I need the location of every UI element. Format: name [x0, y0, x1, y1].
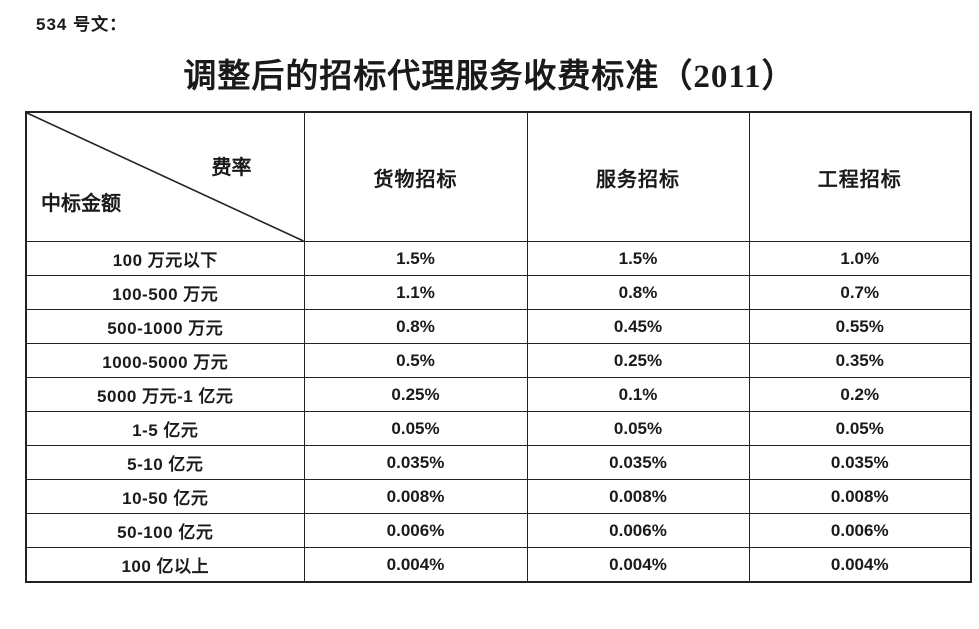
- header-row: 费率 中标金额 货物招标 服务招标 工程招标: [25, 111, 972, 242]
- corner-label-bid-amount: 中标金额: [41, 193, 121, 215]
- rate-cell: 0.7%: [748, 275, 972, 310]
- rate-cell: 0.25%: [526, 343, 750, 378]
- rate-cell: 1.0%: [748, 241, 972, 276]
- rate-cell: 0.05%: [748, 411, 972, 446]
- column-header-goods: 货物招标: [303, 111, 528, 242]
- row-label: 5-10 亿元: [25, 445, 305, 480]
- rate-cell: 0.8%: [526, 275, 750, 310]
- table-row: 5-10 亿元 0.035% 0.035% 0.035%: [25, 445, 972, 480]
- rate-cell: 0.006%: [303, 513, 528, 548]
- table-row: 500-1000 万元 0.8% 0.45% 0.55%: [25, 309, 972, 344]
- row-label: 1-5 亿元: [25, 411, 305, 446]
- rate-cell: 0.2%: [748, 377, 972, 412]
- rate-cell: 0.45%: [526, 309, 750, 344]
- table-row: 1000-5000 万元 0.5% 0.25% 0.35%: [25, 343, 972, 378]
- rate-cell: 0.006%: [748, 513, 972, 548]
- table-row: 5000 万元-1 亿元 0.25% 0.1% 0.2%: [25, 377, 972, 412]
- corner-header-cell: 费率 中标金额: [25, 111, 305, 242]
- corner-label-rate: 费率: [211, 157, 252, 179]
- rate-cell: 1.1%: [303, 275, 528, 310]
- table-row: 100 亿以上 0.004% 0.004% 0.004%: [25, 547, 972, 583]
- column-header-engineering: 工程招标: [748, 111, 972, 242]
- diagonal-divider: [27, 113, 304, 241]
- rate-cell: 0.008%: [303, 479, 528, 514]
- row-label: 500-1000 万元: [25, 309, 305, 344]
- page-title: 调整后的招标代理服务收费标准（2011）: [183, 59, 796, 95]
- row-label: 50-100 亿元: [25, 513, 305, 548]
- row-label: 10-50 亿元: [25, 479, 305, 514]
- rate-cell: 0.05%: [303, 411, 528, 446]
- rate-cell: 0.35%: [748, 343, 972, 378]
- row-label: 1000-5000 万元: [25, 343, 305, 378]
- rate-cell: 0.006%: [526, 513, 750, 548]
- fee-rate-table: 费率 中标金额 货物招标 服务招标 工程招标 100 万元以下 1.5% 1.5…: [25, 111, 972, 583]
- rate-cell: 0.05%: [526, 411, 750, 446]
- doc-number-label: 534 号文：: [36, 15, 128, 34]
- table-row: 50-100 亿元 0.006% 0.006% 0.006%: [25, 513, 972, 548]
- rate-cell: 0.25%: [303, 377, 528, 412]
- table-row: 100 万元以下 1.5% 1.5% 1.0%: [25, 241, 972, 276]
- rate-cell: 0.008%: [748, 479, 972, 514]
- rate-cell: 0.8%: [303, 309, 528, 344]
- row-label: 100-500 万元: [25, 275, 305, 310]
- rate-cell: 0.55%: [748, 309, 972, 344]
- rate-cell: 1.5%: [303, 241, 528, 276]
- rate-cell: 1.5%: [526, 241, 750, 276]
- row-label: 100 万元以下: [25, 241, 305, 276]
- rate-cell: 0.035%: [748, 445, 972, 480]
- table-row: 100-500 万元 1.1% 0.8% 0.7%: [25, 275, 972, 310]
- rate-cell: 0.1%: [526, 377, 750, 412]
- row-label: 100 亿以上: [25, 547, 305, 583]
- rate-cell: 0.004%: [526, 547, 750, 583]
- rate-cell: 0.008%: [526, 479, 750, 514]
- table-row: 10-50 亿元 0.008% 0.008% 0.008%: [25, 479, 972, 514]
- rate-cell: 0.5%: [303, 343, 528, 378]
- rate-cell: 0.004%: [748, 547, 972, 583]
- rate-cell: 0.035%: [526, 445, 750, 480]
- rate-cell: 0.004%: [303, 547, 528, 583]
- rate-cell: 0.035%: [303, 445, 528, 480]
- table-row: 1-5 亿元 0.05% 0.05% 0.05%: [25, 411, 972, 446]
- column-header-services: 服务招标: [526, 111, 750, 242]
- row-label: 5000 万元-1 亿元: [25, 377, 305, 412]
